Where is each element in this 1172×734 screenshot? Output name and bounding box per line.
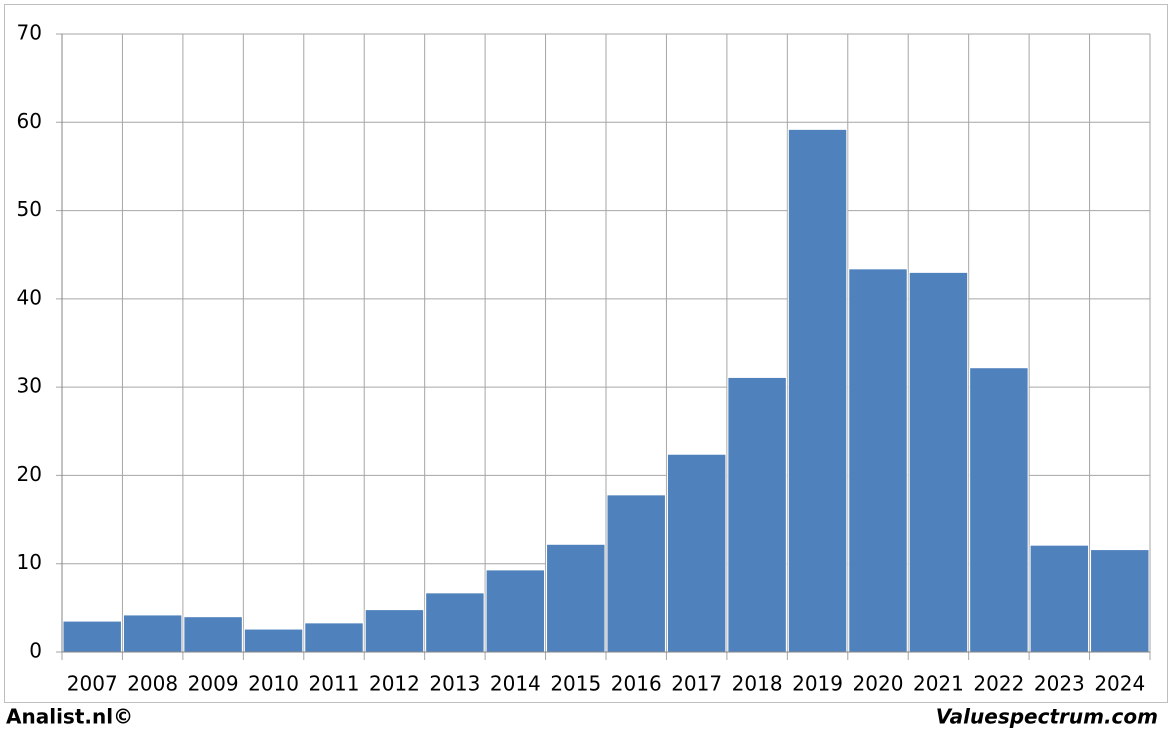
x-tick-label: 2024 (1094, 672, 1145, 696)
bar (1029, 544, 1090, 653)
bar (908, 271, 969, 653)
y-tick-label: 60 (17, 109, 42, 133)
bar (1090, 549, 1150, 653)
x-tick-label: 2009 (188, 672, 239, 696)
y-tick-label: 40 (17, 285, 42, 309)
x-tick-label: 2015 (550, 672, 601, 696)
bar (122, 614, 183, 653)
bar (485, 569, 546, 653)
x-tick-label: 2012 (369, 672, 420, 696)
bar (727, 376, 787, 653)
bar (969, 367, 1029, 653)
credit-right: Valuespectrum.com (936, 705, 1158, 729)
bar (425, 592, 485, 653)
y-tick-label: 10 (17, 550, 42, 574)
x-tick-label: 2021 (913, 672, 964, 696)
x-tick-label: 2014 (490, 672, 541, 696)
bar (364, 609, 425, 653)
x-tick-label: 2017 (671, 672, 722, 696)
x-tick-label: 2020 (853, 672, 904, 696)
y-tick-label: 0 (29, 639, 42, 663)
x-tick-label: 2018 (732, 672, 783, 696)
y-tick-label: 30 (17, 374, 42, 398)
bar (666, 453, 727, 653)
bar (243, 628, 304, 653)
y-tick-label: 20 (17, 462, 42, 486)
x-tick-label: 2010 (248, 672, 299, 696)
bar (183, 616, 243, 653)
bar (848, 268, 908, 653)
y-tick-label: 70 (17, 21, 42, 45)
bar (304, 622, 364, 653)
bar (606, 494, 666, 653)
x-tick-label: 2016 (611, 672, 662, 696)
x-tick-label: 2023 (1034, 672, 1085, 696)
x-tick-label: 2007 (67, 672, 118, 696)
x-tick-label: 2022 (973, 672, 1024, 696)
bar (787, 128, 848, 653)
x-tick-label: 2008 (127, 672, 178, 696)
bar (62, 620, 122, 653)
x-tick-label: 2011 (309, 672, 360, 696)
y-tick-label: 50 (17, 197, 42, 221)
x-tick-label: 2019 (792, 672, 843, 696)
credit-left: Analist.nl© (6, 705, 133, 729)
x-tick-label: 2013 (429, 672, 480, 696)
bar (546, 543, 606, 653)
